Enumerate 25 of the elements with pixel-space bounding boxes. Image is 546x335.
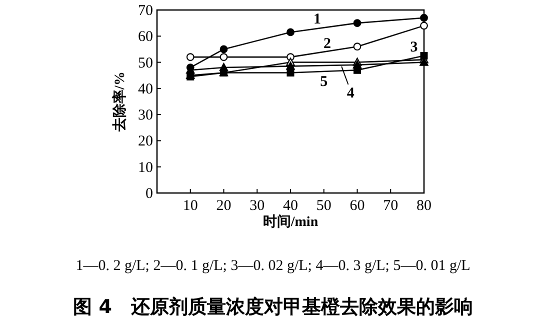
y-tick-label: 60 — [138, 29, 153, 46]
text: 图 4 还原剂质量浓度对甲基橙去除效果的影响 — [73, 296, 473, 318]
y-tick-label: 10 — [138, 160, 153, 176]
x-tick-label: 30 — [250, 198, 265, 214]
x-tick-label: 80 — [416, 198, 432, 214]
y-tick-label: 30 — [138, 108, 153, 124]
x-tick-label: 20 — [216, 198, 232, 214]
x-tick-label: 50 — [316, 198, 332, 214]
y-tick-label: 50 — [138, 55, 153, 72]
x-tick-label: 10 — [182, 198, 198, 214]
y-tick-label: 70 — [138, 3, 153, 19]
text: 1—0. 2 g/L; 2—0. 1 g/L; 3—0. 02 g/L; 4—0. 3 g/L; 5—0. 01 g/L — [76, 258, 470, 274]
x-tick-label: 40 — [283, 198, 298, 214]
y-tick-label: 20 — [138, 134, 153, 150]
x-axis-title: 时间/min — [262, 214, 318, 230]
x-tick-label: 70 — [383, 198, 398, 214]
series-label: 5 — [320, 74, 328, 90]
series-label: 4 — [346, 86, 355, 102]
y-tick-label: 40 — [138, 81, 153, 98]
series-label: 1 — [313, 12, 321, 28]
series-label: 3 — [410, 39, 418, 56]
series-label: 2 — [323, 36, 331, 52]
y-tick-label: 0 — [146, 186, 153, 202]
x-tick-label: 60 — [350, 198, 365, 214]
y-axis-title: 去除率/% — [111, 72, 128, 132]
